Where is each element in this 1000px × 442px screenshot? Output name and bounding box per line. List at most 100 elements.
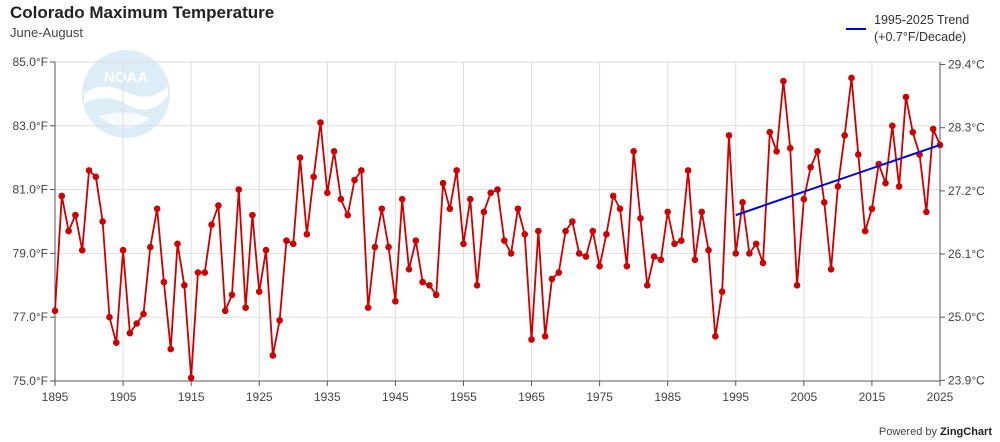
temperature-point-1909[interactable] (147, 243, 154, 251)
temperature-point-1916[interactable] (194, 269, 202, 276)
temperature-point-1930[interactable] (289, 240, 297, 248)
temperature-point-1977[interactable] (609, 192, 617, 200)
temperature-point-1948[interactable] (412, 237, 420, 244)
temperature-point-1972[interactable] (575, 250, 583, 257)
temperature-point-1973[interactable] (582, 253, 590, 260)
temperature-point-1935[interactable] (324, 189, 331, 197)
temperature-point-1913[interactable] (174, 240, 181, 248)
temperature-point-1912[interactable] (167, 345, 175, 353)
temperature-point-1927[interactable] (269, 352, 277, 359)
temperature-point-1911[interactable] (160, 278, 168, 286)
temperature-point-1976[interactable] (603, 230, 610, 238)
temperature-point-1980[interactable] (630, 148, 637, 155)
temperature-point-1959[interactable] (487, 189, 494, 197)
temperature-point-1970[interactable] (562, 227, 569, 235)
temperature-point-1907[interactable] (133, 320, 140, 327)
temperature-point-1940[interactable] (358, 167, 365, 174)
temperature-point-1961[interactable] (501, 237, 508, 244)
temperature-point-1898[interactable] (72, 211, 79, 219)
temperature-point-1904[interactable] (112, 339, 120, 347)
temperature-point-2008[interactable] (820, 199, 828, 206)
temperature-point-1900[interactable] (85, 167, 93, 174)
temperature-point-2023[interactable] (923, 208, 930, 216)
temperature-point-1975[interactable] (596, 262, 603, 270)
temperature-point-1931[interactable] (296, 154, 304, 161)
temperature-point-1944[interactable] (385, 243, 392, 251)
temperature-point-1903[interactable] (106, 313, 113, 321)
temperature-point-2011[interactable] (841, 132, 848, 139)
temperature-point-1920[interactable] (221, 307, 229, 315)
temperature-point-1923[interactable] (242, 304, 249, 311)
temperature-point-1954[interactable] (453, 167, 460, 174)
temperature-point-2012[interactable] (848, 74, 855, 82)
temperature-point-1926[interactable] (262, 246, 270, 254)
temperature-point-2017[interactable] (882, 179, 889, 187)
temperature-point-1965[interactable] (528, 336, 535, 343)
temperature-point-1983[interactable] (650, 253, 658, 260)
temperature-point-1905[interactable] (119, 246, 127, 254)
temperature-point-1936[interactable] (330, 148, 338, 155)
temperature-point-1996[interactable] (739, 199, 746, 206)
temperature-point-1929[interactable] (283, 237, 290, 244)
legend[interactable]: 1995-2025 Trend (+0.7°F/Decade) (846, 12, 996, 50)
temperature-point-1985[interactable] (664, 208, 671, 216)
temperature-point-1896[interactable] (58, 192, 66, 200)
temperature-point-1925[interactable] (255, 288, 263, 295)
temperature-point-2007[interactable] (814, 148, 821, 155)
temperature-point-1990[interactable] (698, 208, 706, 216)
temperature-point-1924[interactable] (249, 211, 256, 219)
temperature-point-1938[interactable] (344, 211, 352, 219)
temperature-point-1933[interactable] (310, 173, 317, 181)
trend-line[interactable] (735, 143, 941, 217)
temperature-point-2021[interactable] (909, 128, 917, 136)
temperature-point-1937[interactable] (337, 195, 345, 203)
temperature-point-2010[interactable] (834, 183, 842, 190)
temperature-point-1932[interactable] (303, 230, 311, 238)
temperature-point-1906[interactable] (126, 329, 134, 337)
temperature-point-1968[interactable] (548, 275, 556, 283)
temperature-point-1986[interactable] (671, 240, 678, 248)
temperature-point-1981[interactable] (637, 215, 644, 222)
temperature-point-1951[interactable] (432, 291, 440, 299)
temperature-point-1914[interactable] (181, 282, 188, 289)
temperature-point-1956[interactable] (466, 195, 474, 203)
temperature-point-2000[interactable] (766, 128, 774, 136)
temperature-point-1991[interactable] (705, 246, 712, 254)
temperature-point-1952[interactable] (439, 179, 447, 187)
temperature-point-1949[interactable] (419, 278, 426, 286)
temperature-point-1997[interactable] (746, 250, 753, 257)
temperature-point-1999[interactable] (759, 259, 767, 267)
temperature-point-2014[interactable] (861, 227, 869, 235)
temperature-point-1928[interactable] (276, 317, 283, 324)
temperature-point-1978[interactable] (616, 205, 624, 213)
temperature-point-1946[interactable] (398, 195, 406, 203)
temperature-point-1917[interactable] (201, 269, 209, 276)
temperature-point-1989[interactable] (691, 256, 699, 264)
temperature-point-1902[interactable] (99, 218, 106, 225)
temperature-point-1899[interactable] (78, 246, 86, 254)
temperature-point-1919[interactable] (215, 202, 222, 209)
temperature-point-1962[interactable] (507, 250, 515, 257)
temperature-point-1953[interactable] (446, 205, 454, 213)
temperature-point-1942[interactable] (371, 243, 379, 251)
temperature-point-1963[interactable] (514, 205, 522, 213)
temperature-point-1950[interactable] (426, 282, 433, 289)
temperature-point-2019[interactable] (895, 183, 903, 190)
temperature-point-2013[interactable] (855, 151, 862, 158)
temperature-point-1993[interactable] (718, 288, 726, 295)
temperature-point-1979[interactable] (623, 262, 631, 270)
temperature-point-1934[interactable] (317, 119, 324, 126)
temperature-point-2006[interactable] (807, 163, 814, 171)
temperature-point-1995[interactable] (732, 250, 740, 257)
temperature-point-1910[interactable] (153, 205, 161, 213)
temperature-point-1908[interactable] (140, 310, 147, 318)
temperature-point-1941[interactable] (364, 304, 372, 311)
temperature-point-1969[interactable] (555, 269, 563, 276)
temperature-point-1966[interactable] (535, 227, 542, 235)
temperature-point-2018[interactable] (889, 122, 896, 130)
powered-by-credit[interactable]: Powered by ZingChart (879, 426, 992, 438)
temperature-point-1958[interactable] (480, 208, 488, 216)
temperature-point-1992[interactable] (712, 333, 719, 340)
temperature-point-2003[interactable] (786, 144, 794, 152)
temperature-point-1939[interactable] (351, 176, 358, 184)
